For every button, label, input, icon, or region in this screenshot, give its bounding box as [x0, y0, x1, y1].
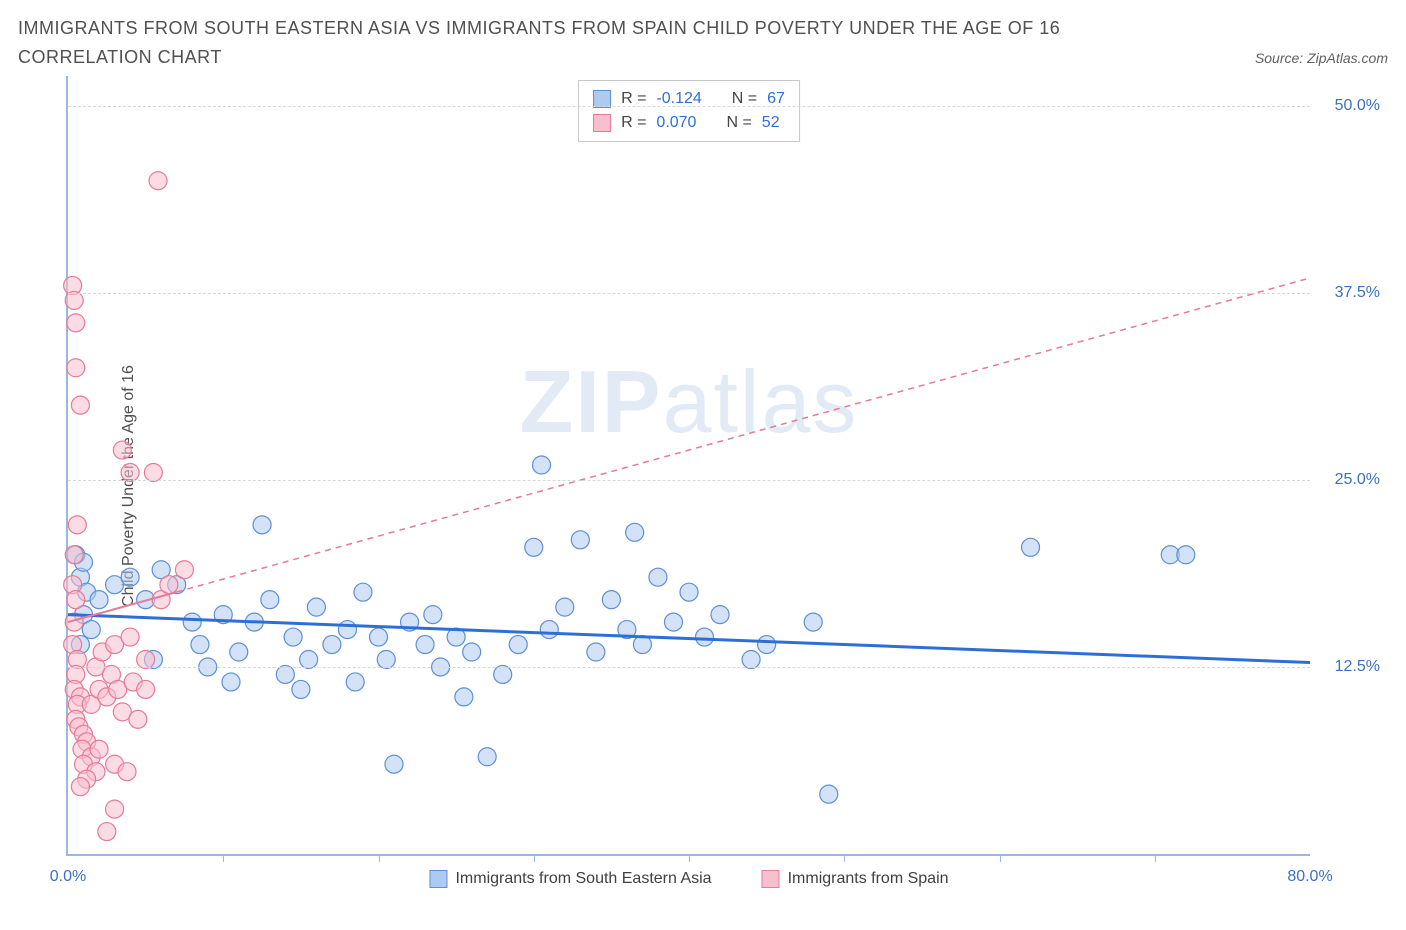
source-attribution: Source: ZipAtlas.com: [1255, 50, 1388, 72]
r-value-spain: 0.070: [656, 111, 696, 135]
swatch-spain: [593, 114, 611, 132]
legend-item-sea: Immigrants from South Eastern Asia: [429, 870, 711, 888]
y-tick-label: 12.5%: [1335, 658, 1380, 676]
x-tick-label: 80.0%: [1287, 868, 1332, 886]
n-value-spain: 52: [762, 111, 780, 135]
n-value-sea: 67: [767, 87, 785, 111]
r-value-sea: -0.124: [656, 87, 701, 111]
y-tick-label: 37.5%: [1335, 284, 1380, 302]
stats-legend-box: R = -0.124 N = 67 R = 0.070 N = 52: [578, 80, 800, 142]
legend-label-spain: Immigrants from Spain: [788, 870, 949, 888]
legend-label-sea: Immigrants from South Eastern Asia: [455, 870, 711, 888]
swatch-spain: [762, 870, 780, 888]
x-tick-label: 0.0%: [50, 868, 86, 886]
plot-area: ZIPatlas R = -0.124 N = 67 R = 0.070 N =…: [66, 76, 1310, 856]
chart-title: IMMIGRANTS FROM SOUTH EASTERN ASIA VS IM…: [18, 14, 1138, 72]
r-label: R =: [621, 87, 646, 111]
legend-item-spain: Immigrants from Spain: [762, 870, 949, 888]
correlation-chart: Child Poverty Under the Age of 16 ZIPatl…: [18, 76, 1388, 896]
stats-row-spain: R = 0.070 N = 52: [593, 111, 785, 135]
r-label: R =: [621, 111, 646, 135]
n-label: N =: [726, 111, 751, 135]
y-tick-label: 50.0%: [1335, 97, 1380, 115]
bottom-legend: Immigrants from South Eastern Asia Immig…: [429, 870, 948, 888]
scatter-svg: [68, 76, 1310, 854]
n-label: N =: [732, 87, 757, 111]
stats-row-sea: R = -0.124 N = 67: [593, 87, 785, 111]
y-tick-label: 25.0%: [1335, 471, 1380, 489]
swatch-sea: [429, 870, 447, 888]
